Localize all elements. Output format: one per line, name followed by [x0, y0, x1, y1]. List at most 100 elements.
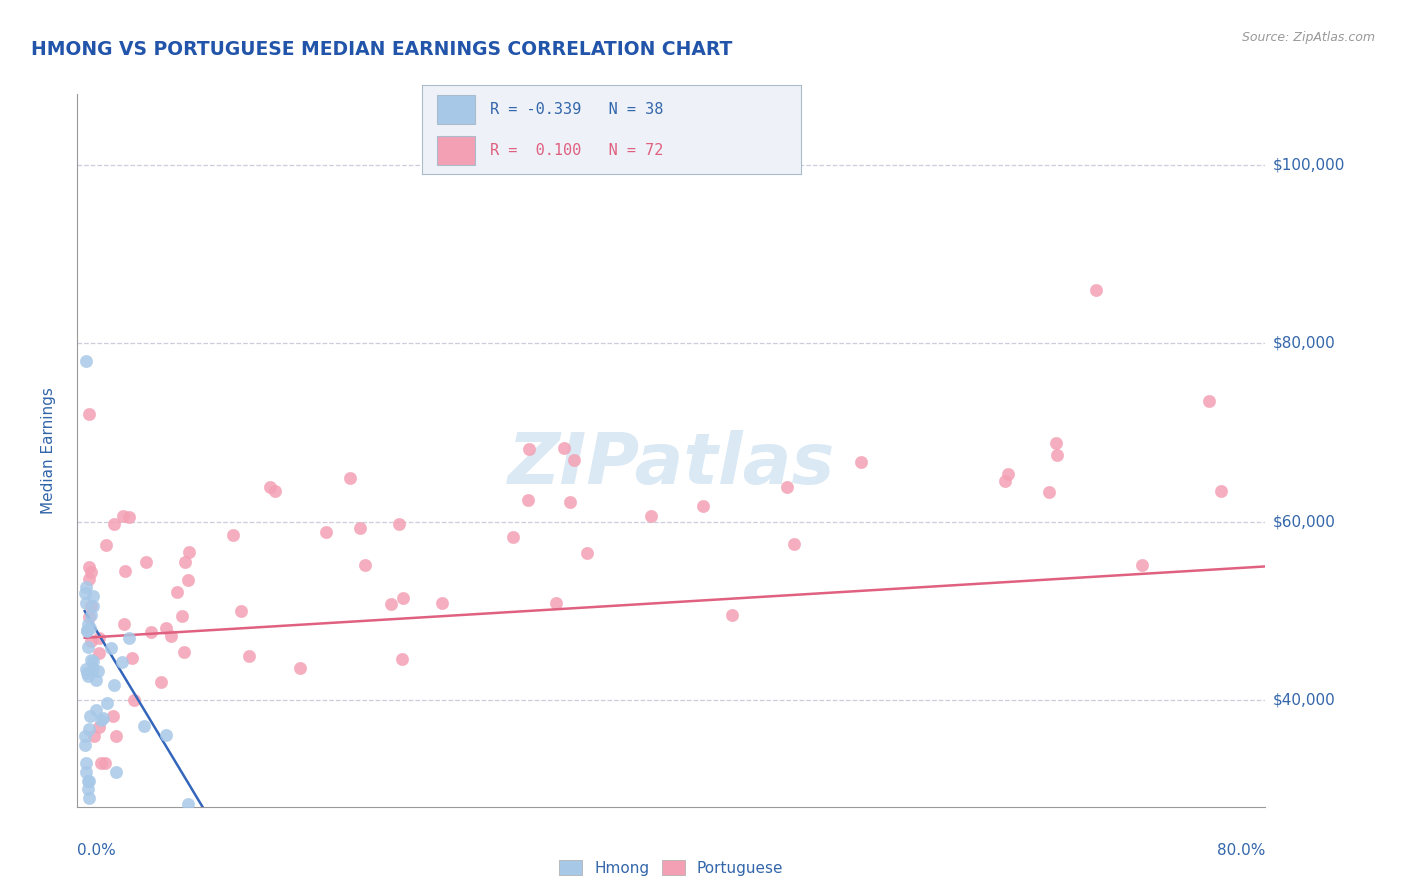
Point: [173, 644, 195, 658]
Point: [430, 596, 453, 610]
Point: [100, 641, 122, 656]
Point: [96, 696, 118, 710]
Point: [517, 442, 540, 456]
Point: [1209, 483, 1232, 498]
Point: [110, 655, 132, 669]
Point: [155, 728, 177, 742]
Point: [79, 621, 101, 635]
Point: [89, 720, 111, 734]
Text: HMONG VS PORTUGUESE MEDIAN EARNINGS CORRELATION CHART: HMONG VS PORTUGUESE MEDIAN EARNINGS CORR…: [31, 40, 733, 59]
Point: [132, 718, 155, 732]
Point: [76, 669, 98, 683]
Text: $80,000: $80,000: [1272, 336, 1336, 351]
Point: [87, 631, 110, 645]
Point: [75, 586, 97, 600]
Point: [76, 617, 98, 632]
Point: [558, 494, 581, 508]
Point: [82, 589, 104, 603]
Point: [76, 624, 98, 639]
Point: [391, 652, 413, 666]
Point: [76, 773, 98, 788]
Text: 0.0%: 0.0%: [77, 843, 117, 858]
Point: [851, 455, 873, 469]
Point: [546, 596, 568, 610]
Point: [94, 756, 117, 770]
Point: [80, 599, 103, 614]
Point: [77, 560, 100, 574]
Point: [166, 585, 188, 599]
Point: [380, 597, 402, 611]
Point: [117, 510, 139, 524]
Point: [101, 708, 124, 723]
Point: [135, 555, 157, 569]
Point: [77, 773, 100, 788]
Point: [75, 662, 97, 676]
Point: [1130, 558, 1153, 573]
Point: [562, 453, 585, 467]
Point: [77, 722, 100, 736]
Point: [76, 666, 98, 681]
Point: [238, 649, 260, 664]
Legend: Hmong, Portuguese: Hmong, Portuguese: [553, 854, 790, 881]
Point: [121, 650, 143, 665]
Point: [103, 678, 125, 692]
Point: [75, 756, 97, 770]
Point: [264, 483, 287, 498]
Point: [177, 574, 200, 588]
Point: [82, 654, 104, 668]
Point: [349, 521, 371, 535]
Point: [150, 675, 173, 690]
Point: [720, 607, 742, 622]
Point: [994, 474, 1017, 488]
Point: [160, 629, 183, 643]
Point: [76, 597, 98, 611]
Point: [79, 634, 101, 648]
Point: [105, 729, 128, 743]
Point: [87, 665, 110, 679]
Point: [77, 640, 100, 654]
Bar: [437, 95, 475, 124]
Point: [997, 467, 1019, 482]
Text: R = -0.339   N = 38: R = -0.339 N = 38: [491, 103, 664, 117]
Point: [1045, 435, 1067, 450]
Text: $60,000: $60,000: [1272, 515, 1336, 529]
Point: [91, 711, 114, 725]
Text: $100,000: $100,000: [1272, 158, 1344, 172]
Point: [89, 756, 111, 770]
Point: [177, 797, 200, 812]
Point: [387, 517, 409, 532]
Point: [288, 661, 311, 675]
Point: [139, 625, 162, 640]
Point: [1038, 485, 1060, 500]
Point: [191, 818, 214, 832]
Point: [89, 713, 111, 727]
Point: [517, 492, 540, 507]
Point: [112, 616, 135, 631]
Point: [79, 566, 101, 580]
Point: [83, 729, 105, 743]
Point: [77, 791, 100, 805]
Text: Source: ZipAtlas.com: Source: ZipAtlas.com: [1241, 31, 1375, 45]
Text: $40,000: $40,000: [1272, 693, 1336, 707]
Point: [75, 580, 97, 594]
Point: [229, 604, 252, 618]
Point: [392, 591, 415, 605]
Point: [104, 764, 127, 779]
Y-axis label: Median Earnings: Median Earnings: [42, 387, 56, 514]
Point: [80, 607, 103, 622]
Point: [118, 631, 141, 645]
Point: [82, 663, 104, 677]
Point: [103, 517, 125, 532]
Point: [75, 729, 97, 743]
Point: [172, 608, 194, 623]
Point: [1084, 283, 1107, 297]
Point: [75, 764, 97, 779]
Point: [76, 782, 98, 797]
Bar: [437, 136, 475, 165]
Point: [82, 599, 104, 614]
Point: [155, 621, 177, 635]
Point: [75, 354, 97, 368]
Text: ZIPatlas: ZIPatlas: [508, 430, 835, 500]
Point: [94, 538, 117, 552]
Point: [86, 673, 108, 687]
